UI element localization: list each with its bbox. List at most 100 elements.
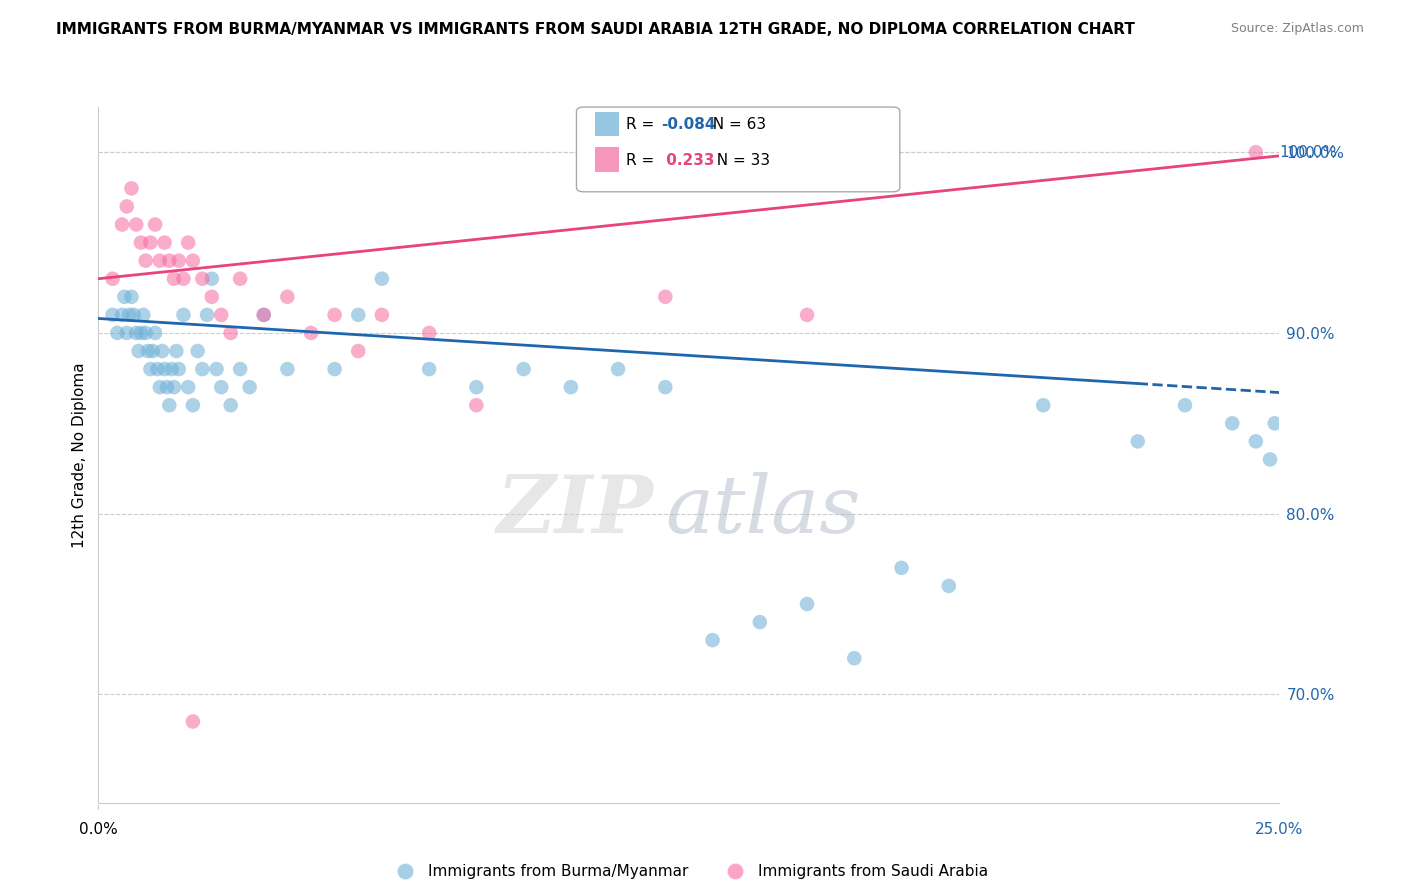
Point <box>122 308 145 322</box>
Point <box>654 380 676 394</box>
Point <box>201 290 224 304</box>
Point <box>121 181 143 195</box>
Text: -0.084: -0.084 <box>661 118 716 132</box>
Point <box>253 308 276 322</box>
Point <box>146 362 169 376</box>
Point <box>1244 145 1267 160</box>
Point <box>129 235 152 250</box>
Point <box>371 308 394 322</box>
Point <box>219 326 242 340</box>
Point <box>1258 452 1281 467</box>
Point <box>276 362 298 376</box>
Text: R =: R = <box>626 118 659 132</box>
Point <box>143 326 166 340</box>
Point <box>163 271 186 285</box>
Text: ZIP: ZIP <box>496 472 654 549</box>
Point <box>796 597 818 611</box>
Text: N = 33: N = 33 <box>707 153 770 168</box>
Point <box>1264 417 1286 431</box>
Point <box>201 271 224 285</box>
Point <box>111 218 134 232</box>
Point <box>323 308 346 322</box>
Text: 25.0%: 25.0% <box>1256 822 1303 837</box>
Text: N = 63: N = 63 <box>703 118 766 132</box>
Point <box>191 362 214 376</box>
Point <box>101 308 124 322</box>
Point <box>142 344 165 359</box>
Point <box>149 253 172 268</box>
Text: R =: R = <box>626 153 659 168</box>
Text: atlas: atlas <box>665 472 860 549</box>
Point <box>121 290 143 304</box>
Point <box>191 271 214 285</box>
Point <box>149 380 172 394</box>
Point <box>150 344 173 359</box>
Text: 0.233: 0.233 <box>661 153 714 168</box>
Point <box>139 362 162 376</box>
Point <box>418 362 440 376</box>
Point <box>167 362 190 376</box>
Point <box>143 218 166 232</box>
Point <box>111 308 134 322</box>
Text: 0.0%: 0.0% <box>79 822 118 837</box>
Point <box>299 326 322 340</box>
Text: 100.0%: 100.0% <box>1279 145 1337 160</box>
Point <box>702 633 724 648</box>
Point <box>177 380 200 394</box>
Point <box>163 380 186 394</box>
Point <box>125 326 148 340</box>
Point <box>1126 434 1149 449</box>
Point <box>323 362 346 376</box>
Point <box>1244 434 1267 449</box>
Point <box>205 362 228 376</box>
Point <box>1174 398 1197 412</box>
Point <box>115 199 138 213</box>
Point <box>157 398 180 412</box>
Point <box>156 380 179 394</box>
Point <box>512 362 534 376</box>
Point <box>135 326 157 340</box>
Point <box>276 290 298 304</box>
Point <box>172 271 194 285</box>
Point <box>1032 398 1054 412</box>
Point <box>153 235 176 250</box>
Point <box>209 308 232 322</box>
Point <box>129 326 152 340</box>
Y-axis label: 12th Grade, No Diploma: 12th Grade, No Diploma <box>72 362 87 548</box>
Legend: Immigrants from Burma/Myanmar, Immigrants from Saudi Arabia: Immigrants from Burma/Myanmar, Immigrant… <box>384 858 994 886</box>
Point <box>209 380 232 394</box>
Point <box>177 235 200 250</box>
Point <box>101 271 124 285</box>
Point <box>654 290 676 304</box>
Point <box>371 271 394 285</box>
Point <box>560 380 582 394</box>
Point <box>157 253 180 268</box>
Point <box>418 326 440 340</box>
Point <box>239 380 262 394</box>
Point <box>1220 417 1243 431</box>
Point <box>128 344 150 359</box>
Point <box>607 362 630 376</box>
Point <box>796 308 818 322</box>
Point <box>165 344 187 359</box>
Point <box>181 253 204 268</box>
Point <box>195 308 218 322</box>
Point <box>748 615 770 629</box>
Point <box>118 308 141 322</box>
Text: Source: ZipAtlas.com: Source: ZipAtlas.com <box>1230 22 1364 36</box>
Point <box>219 398 242 412</box>
Point <box>136 344 159 359</box>
Point <box>132 308 155 322</box>
Point <box>112 290 135 304</box>
Point <box>153 362 176 376</box>
Point <box>135 253 157 268</box>
Point <box>347 344 370 359</box>
Point <box>229 362 252 376</box>
Text: IMMIGRANTS FROM BURMA/MYANMAR VS IMMIGRANTS FROM SAUDI ARABIA 12TH GRADE, NO DIP: IMMIGRANTS FROM BURMA/MYANMAR VS IMMIGRA… <box>56 22 1135 37</box>
Point <box>181 714 204 729</box>
Point <box>187 344 209 359</box>
Point <box>844 651 866 665</box>
Point <box>160 362 183 376</box>
Point <box>465 380 488 394</box>
Point <box>139 235 162 250</box>
